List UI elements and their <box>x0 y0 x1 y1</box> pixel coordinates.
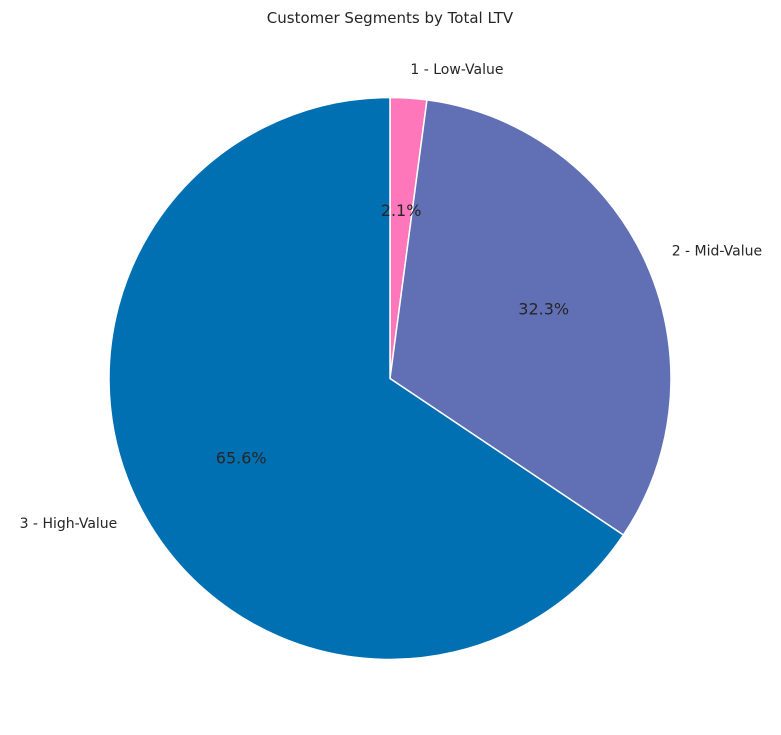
slice-percent-2-mid-value: 32.3% <box>518 300 569 319</box>
slice-label-3-high-value: 3 - High-Value <box>20 516 118 532</box>
slice-percent-3-high-value: 65.6% <box>216 448 267 467</box>
slice-label-1-low-value: 1 - Low-Value <box>410 62 503 78</box>
pie-slice-3-high-value <box>108 96 625 661</box>
chart-title: Customer Segments by Total LTV <box>267 9 514 27</box>
slice-percent-labels: 2.1% 32.3% 65.6% <box>216 201 569 468</box>
slice-labels: 1 - Low-Value 2 - Mid-Value 3 - High-Value <box>20 62 763 532</box>
slice-label-2-mid-value: 2 - Mid-Value <box>672 243 762 259</box>
pie-slice-2-mid-value <box>389 99 672 536</box>
slice-percent-1-low-value: 2.1% <box>381 201 422 220</box>
pie-slices <box>108 96 672 661</box>
